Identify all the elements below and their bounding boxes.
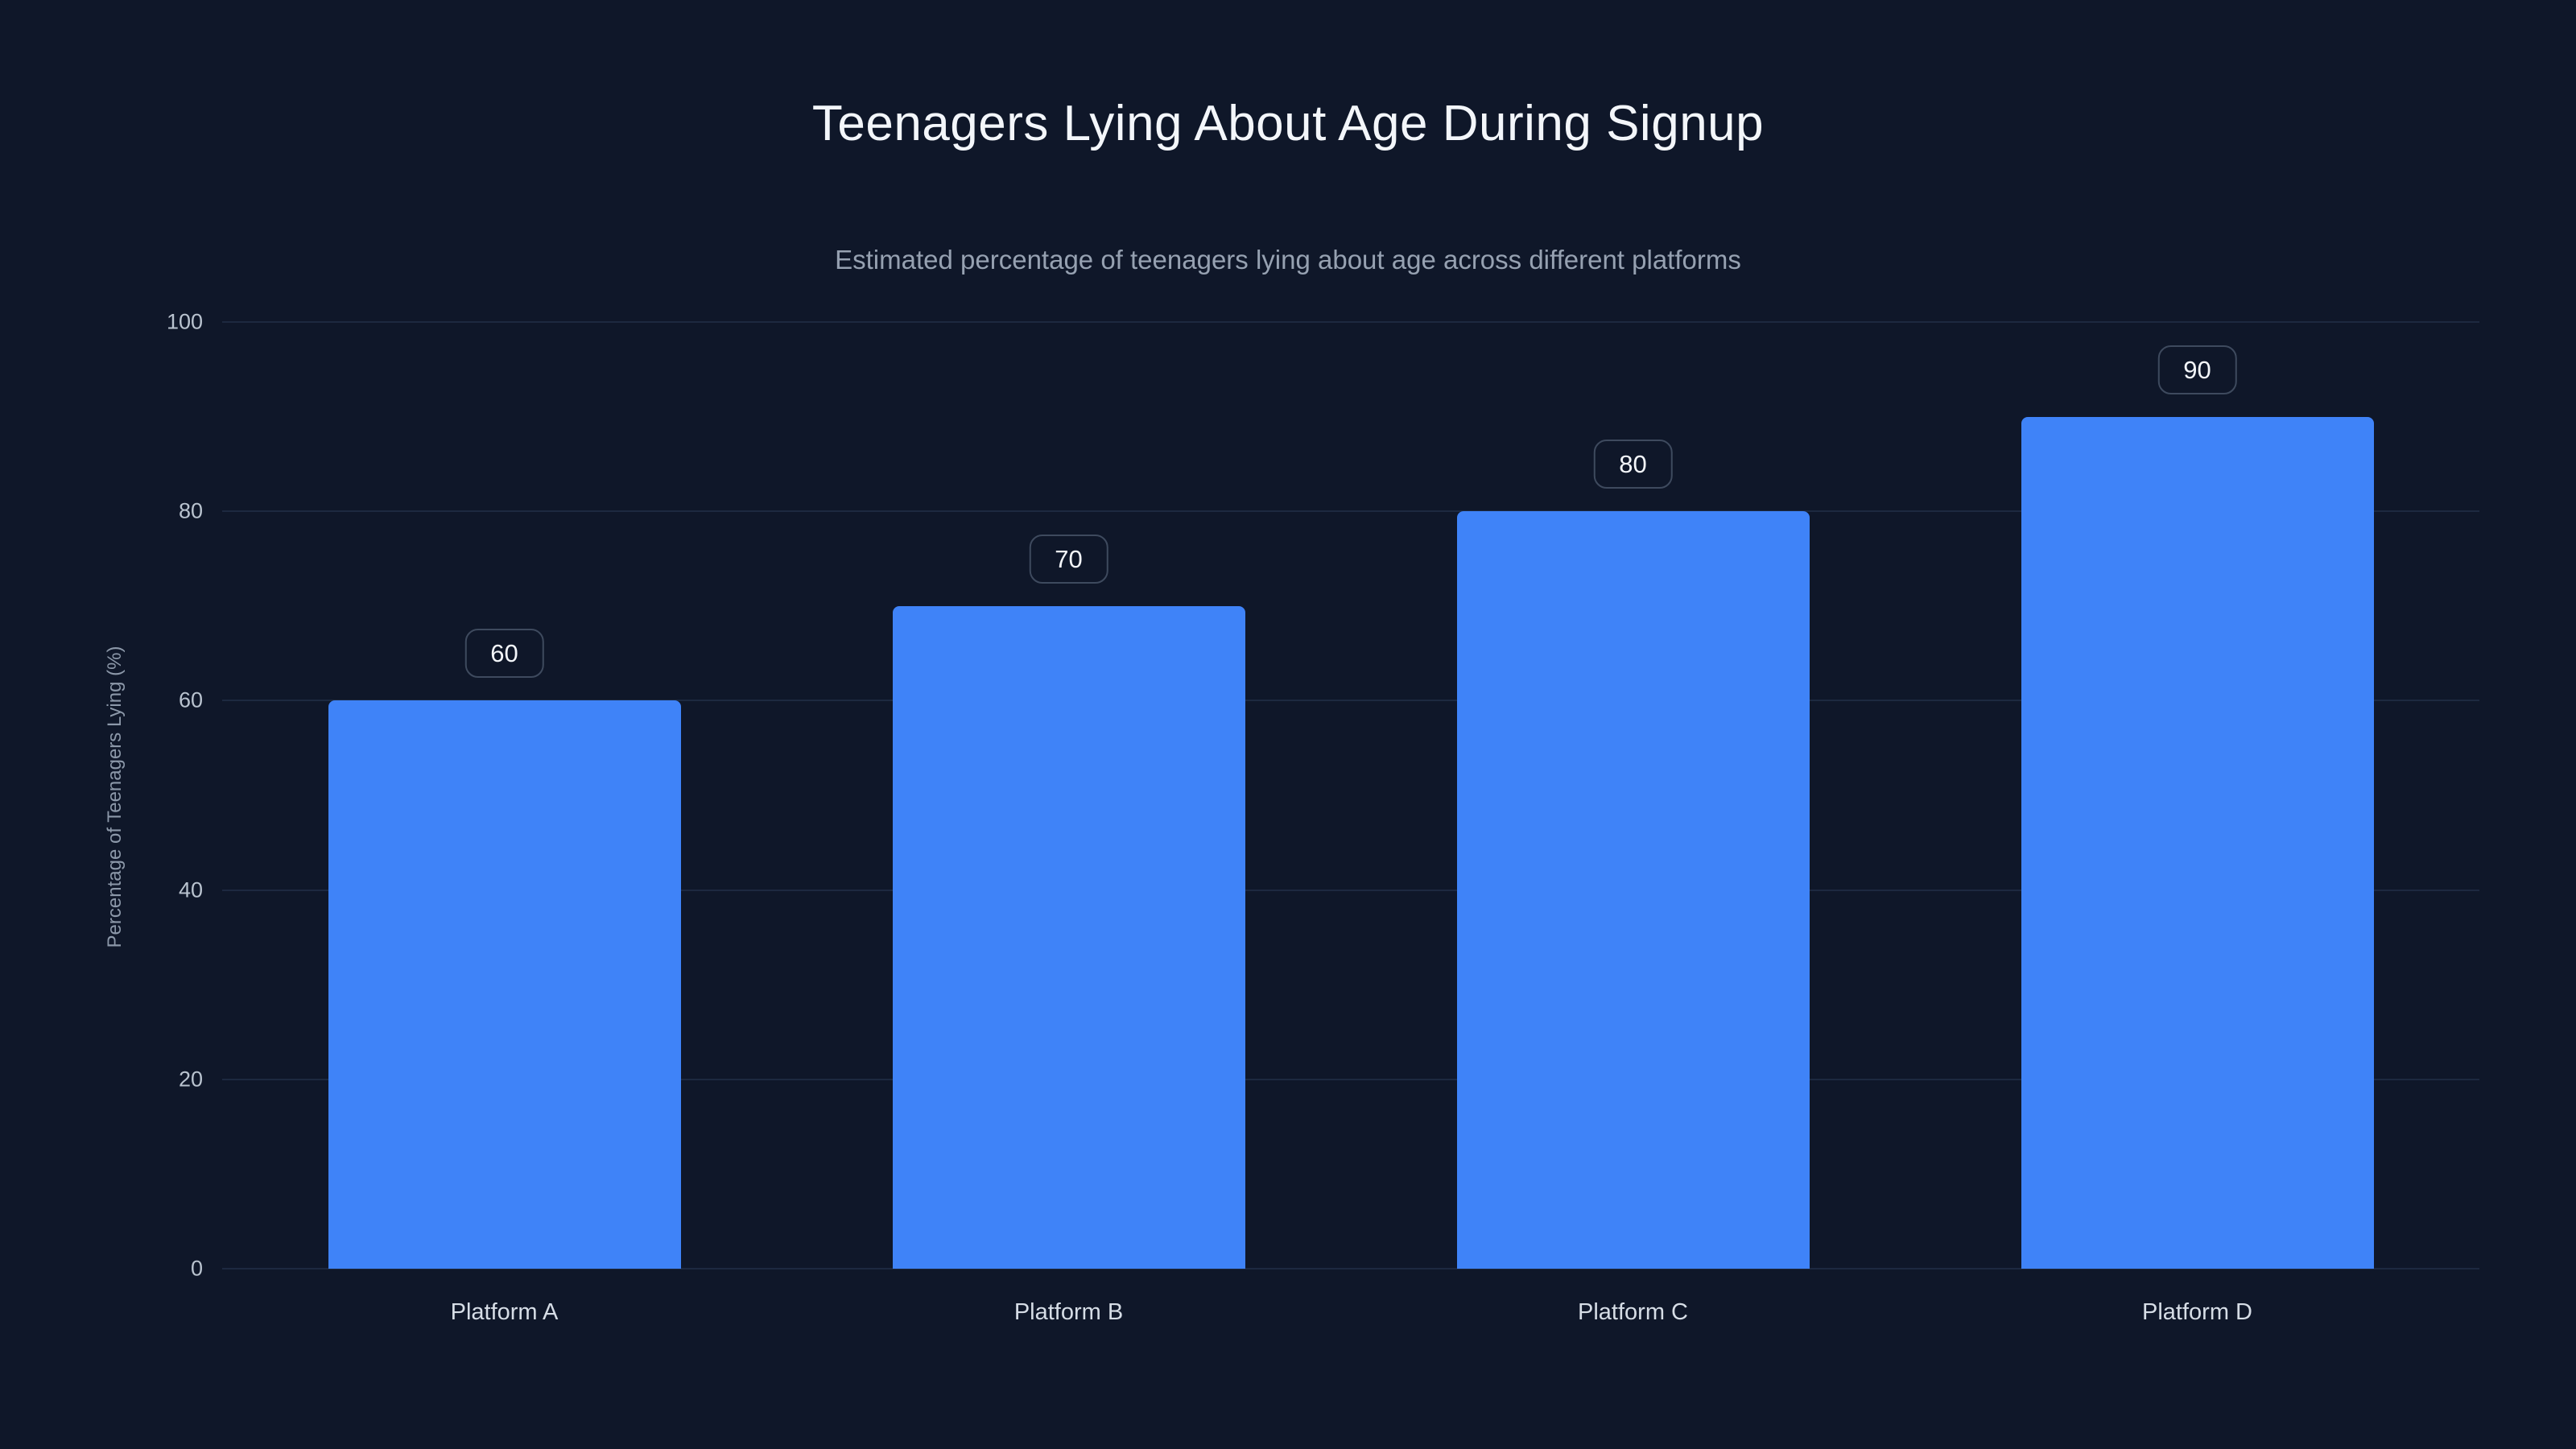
bar-platform-d: 90 <box>2021 345 2374 1269</box>
bars-row: 60 70 80 90 <box>222 322 2479 1269</box>
bar-platform-c: 80 <box>1456 440 1810 1269</box>
x-tick-label: Platform D <box>2142 1299 2252 1325</box>
chart-title: Teenagers Lying About Age During Signup <box>811 96 1765 151</box>
y-tick-label: 20 <box>178 1067 203 1092</box>
gridline <box>222 510 2479 513</box>
gridline <box>222 321 2479 323</box>
gridline <box>222 889 2479 891</box>
gridline <box>222 1268 2479 1269</box>
plot-area: 0 20 40 60 80 100 60 70 80 90 Platform A Platform … <box>167 311 2479 1325</box>
value-badge: 90 <box>2157 345 2237 394</box>
y-tick-label: 80 <box>178 498 203 523</box>
gridline <box>222 700 2479 702</box>
x-tick-label: Platform B <box>1013 1299 1124 1325</box>
bar-column: 70 <box>786 322 1351 1269</box>
value-badge: 70 <box>1029 534 1108 584</box>
y-tick-label: 40 <box>178 877 203 902</box>
bar-column: 90 <box>1915 322 2479 1269</box>
bar-column: 60 <box>222 322 786 1269</box>
x-tick-label: Platform A <box>450 1299 559 1325</box>
x-tick-label: Platform C <box>1578 1299 1688 1325</box>
bar-platform-b: 70 <box>892 534 1245 1269</box>
bar-platform-a: 60 <box>328 629 681 1269</box>
value-badge: 80 <box>1593 440 1673 489</box>
gridline <box>222 1078 2479 1080</box>
bar-column: 80 <box>1351 322 1915 1269</box>
chart-subtitle: Estimated percentage of teenagers lying … <box>835 245 1741 275</box>
y-tick-label: 60 <box>178 687 203 712</box>
y-axis-label: Percentage of Teenagers Lying (%) <box>104 646 126 948</box>
value-badge: 60 <box>464 629 544 679</box>
x-labels-row: Platform A Platform B Platform C Platform D <box>222 1299 2479 1326</box>
y-tick-label: 0 <box>190 1256 203 1281</box>
y-tick-label: 100 <box>166 309 203 334</box>
